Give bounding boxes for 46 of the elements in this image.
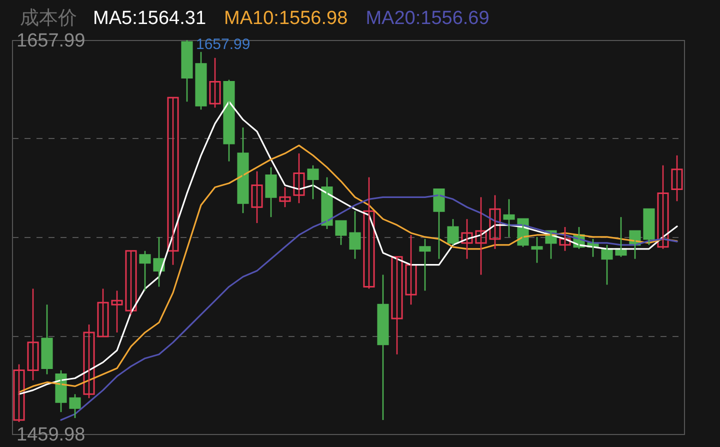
candlestick — [69, 394, 81, 419]
candlestick — [349, 210, 361, 260]
candlestick — [363, 176, 375, 290]
candlestick — [265, 166, 277, 218]
candlestick — [125, 250, 137, 316]
candlestick — [391, 256, 403, 356]
line-series — [18, 144, 678, 393]
candlestick — [461, 218, 473, 260]
candlestick — [237, 126, 249, 214]
candlestick — [657, 164, 669, 250]
candlestick — [41, 304, 53, 375]
candlestick — [139, 250, 151, 292]
candlestick — [293, 152, 305, 204]
candlestick — [181, 39, 193, 102]
candlestick — [251, 170, 263, 224]
candlestick — [97, 288, 109, 338]
candlestick — [111, 290, 123, 334]
y-tick-label: 1459.98 — [16, 424, 86, 446]
candlestick — [489, 194, 501, 250]
candlestick — [559, 226, 571, 252]
candlestick — [195, 51, 207, 110]
candlestick — [377, 274, 389, 421]
candlestick — [167, 96, 179, 266]
candlestick — [447, 218, 459, 246]
text: 成本价 — [20, 8, 77, 29]
candlestick — [335, 220, 347, 246]
candlestick — [475, 196, 487, 276]
candlestick — [531, 236, 543, 264]
candlestick — [27, 288, 39, 381]
candlestick — [279, 186, 291, 208]
candlestick — [13, 364, 25, 423]
candlestick — [223, 79, 235, 162]
text: MA20:1556.69 — [366, 8, 490, 29]
candlestick — [433, 188, 445, 260]
candlestick — [503, 198, 515, 238]
line-series — [18, 100, 678, 395]
candlestick — [643, 208, 655, 246]
candlestick — [307, 164, 319, 200]
candlestick — [671, 154, 683, 202]
text: MA5:1564.31 — [93, 8, 206, 29]
annotation: 1657.99 — [196, 36, 250, 53]
text: MA10:1556.98 — [224, 8, 348, 29]
candlestick — [209, 57, 221, 108]
candlestick — [405, 234, 417, 306]
candlestick — [419, 238, 431, 292]
candlestick — [83, 324, 95, 399]
